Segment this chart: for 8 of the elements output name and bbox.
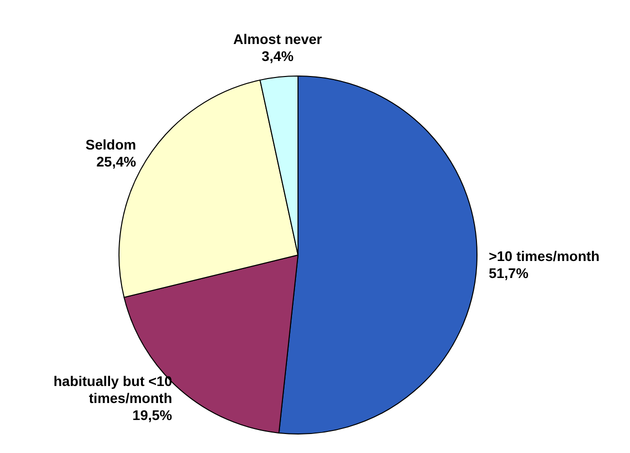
slice-label: Almost never (233, 31, 323, 48)
data-label: 25,4% (96, 154, 137, 170)
slice-label: Seldom (86, 136, 136, 153)
data-label: 51,7% (488, 265, 529, 282)
data-label: 19,5% (132, 407, 173, 424)
data-label: 3,4% (262, 48, 294, 64)
slice-label: >10 times/month (488, 248, 600, 264)
slice-label: habitually but <10 times/month (54, 373, 172, 406)
